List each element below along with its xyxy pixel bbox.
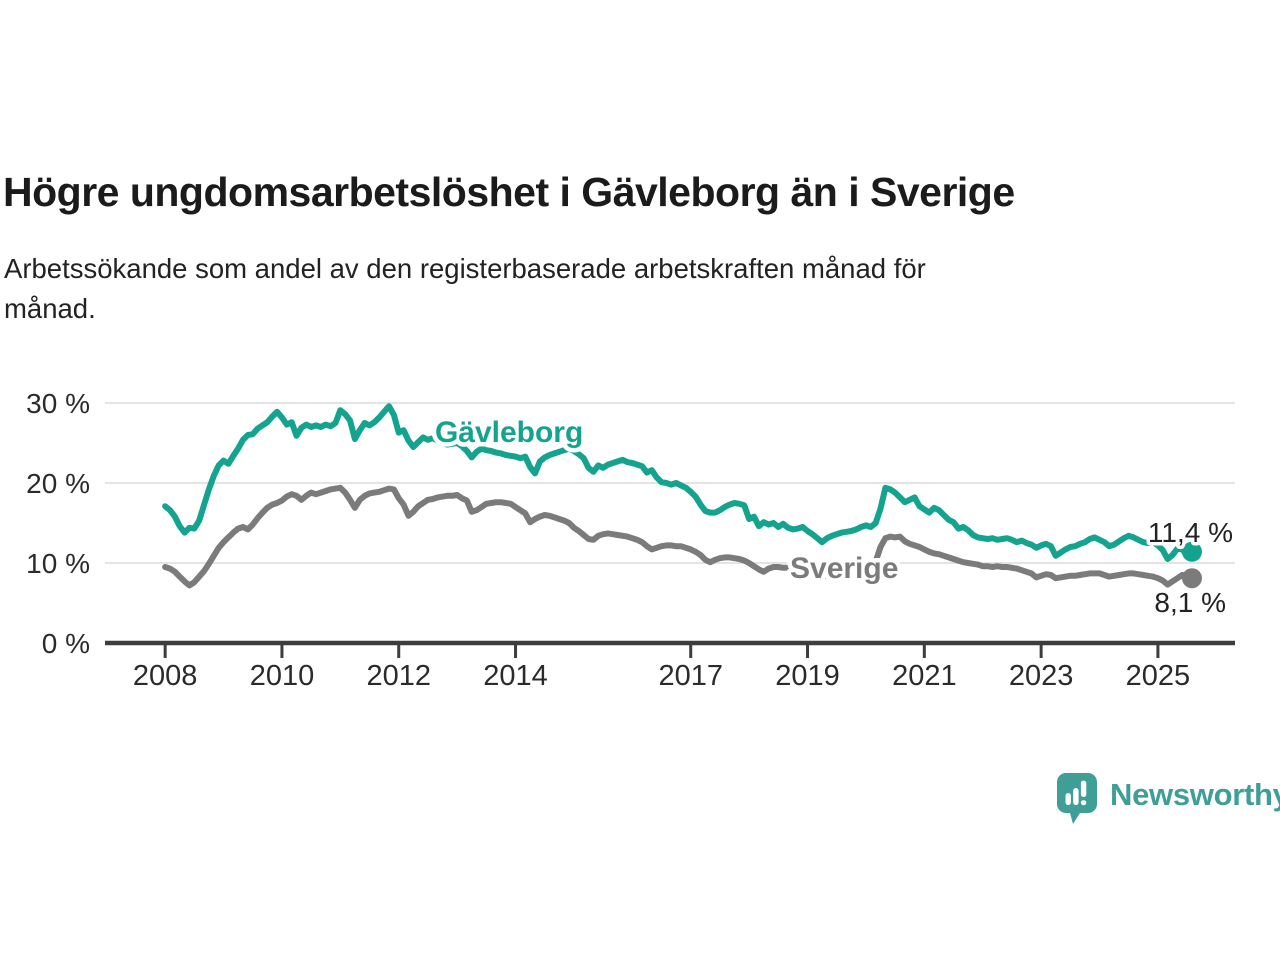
x-tick-label: 2019 <box>775 660 840 692</box>
x-tick-label: 2008 <box>133 660 198 692</box>
x-tick-label: 2017 <box>658 660 723 692</box>
page-title: Högre ungdomsarbetslöshet i Gävleborg än… <box>3 169 1015 216</box>
x-tick-label: 2014 <box>483 660 548 692</box>
newsworthy-brand: Newsworthy <box>1057 773 1280 833</box>
chart-subtitle: Arbetssökande som andel av den registerb… <box>4 249 1204 329</box>
series-end-dot-gavleborg <box>1181 541 1202 562</box>
x-tick-label: 2023 <box>1009 660 1074 692</box>
series-line-sverige <box>162 484 1195 589</box>
y-tick-label: 20 % <box>26 468 90 499</box>
x-tick-label: 2021 <box>892 660 957 692</box>
series-line-gavleborg <box>162 403 1195 562</box>
x-tick-label: 2012 <box>366 660 431 692</box>
y-tick-label: 10 % <box>26 548 90 579</box>
subtitle-line-2: månad. <box>4 293 96 324</box>
y-tick-label: 0 % <box>42 628 90 659</box>
newsworthy-speech-bubble-bars-icon <box>1057 773 1097 824</box>
series-label-gavleborg: Gävleborg <box>435 416 583 449</box>
x-tick-label: 2025 <box>1126 660 1191 692</box>
x-tick-label: 2010 <box>250 660 315 692</box>
end-value-label-gavleborg: 11,4 % <box>1148 517 1233 548</box>
end-value-label-sverige: 8,1 % <box>1154 587 1226 618</box>
series-label-sverige: Sverige <box>790 552 898 585</box>
subtitle-line-1: Arbetssökande som andel av den registerb… <box>4 253 926 284</box>
series-end-dot-sverige <box>1181 568 1202 589</box>
brand-name: Newsworthy <box>1110 777 1280 812</box>
y-tick-label: 30 % <box>26 388 90 419</box>
